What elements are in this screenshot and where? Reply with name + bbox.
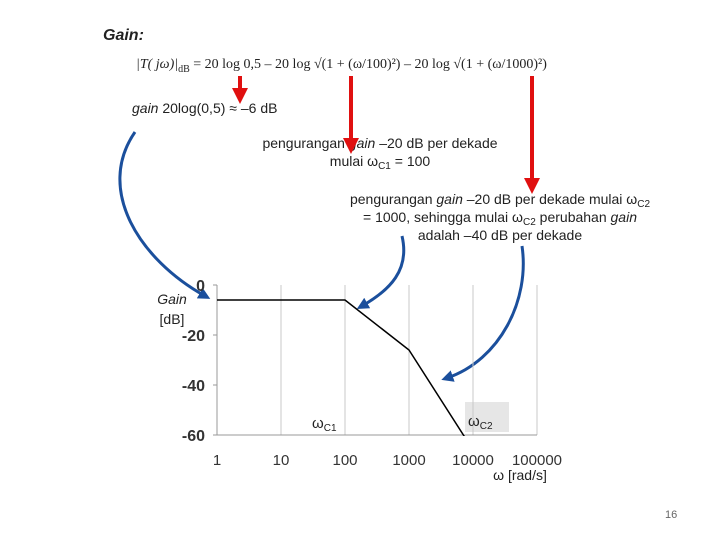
- note: mulai ωC1 = 100: [330, 153, 431, 172]
- formula: |T( jω)|dB = 20 log 0,5 – 20 log √(1 + (…: [136, 57, 547, 75]
- x-tick-label: 1000: [392, 452, 425, 469]
- annotation-part: C2: [480, 421, 493, 432]
- data-line: [217, 299, 465, 436]
- y-axis-label: Gain: [157, 291, 187, 307]
- annotation-part: ω: [312, 415, 324, 432]
- note: pengurangan gain –20 dB per dekade mulai…: [350, 191, 650, 210]
- label-box: [465, 402, 509, 432]
- y-label-part: Gain: [157, 291, 187, 307]
- blue-arrows: [118, 131, 525, 382]
- arrow: [441, 245, 525, 382]
- annotation-part: ω: [468, 413, 480, 430]
- annotation: ωC1: [312, 415, 337, 434]
- plot: 1 10 100 1000 10000 100000 0 -20 -40 -60 Gain [dB] ω…: [157, 278, 562, 483]
- x-axis-label: ω [rad/s]: [493, 467, 547, 483]
- x-tick-label: 10000: [452, 452, 494, 469]
- note: = 1000, sehingga mulai ωC2 perubahan gai…: [363, 209, 637, 228]
- page-number: 16: [665, 509, 677, 521]
- note: adalah –40 dB per dekade: [418, 227, 582, 243]
- annotation: ωC2: [468, 413, 493, 432]
- y-tick-label: -60: [182, 428, 205, 445]
- x-tick-label: 1: [213, 452, 221, 469]
- x-tick-label: 100: [332, 452, 357, 469]
- arrow: [356, 235, 406, 309]
- note: gain 20log(0,5) ≈ –6 dB: [132, 100, 277, 116]
- x-tick-label: 10: [273, 452, 290, 469]
- annotation-part: C1: [324, 423, 337, 434]
- y-tick-label: -20: [182, 328, 205, 345]
- y-axis-label: [dB]: [160, 311, 185, 327]
- y-tick-label: -40: [182, 378, 205, 395]
- arrow: [118, 131, 211, 299]
- red-arrows: [232, 76, 540, 194]
- y-label-part: [dB]: [160, 311, 185, 327]
- title: Gain:: [103, 27, 144, 44]
- note: pengurangan gain –20 dB per dekade: [262, 135, 497, 151]
- y-tick-label: 0: [196, 278, 205, 295]
- x-tick-label: 100000: [512, 452, 562, 469]
